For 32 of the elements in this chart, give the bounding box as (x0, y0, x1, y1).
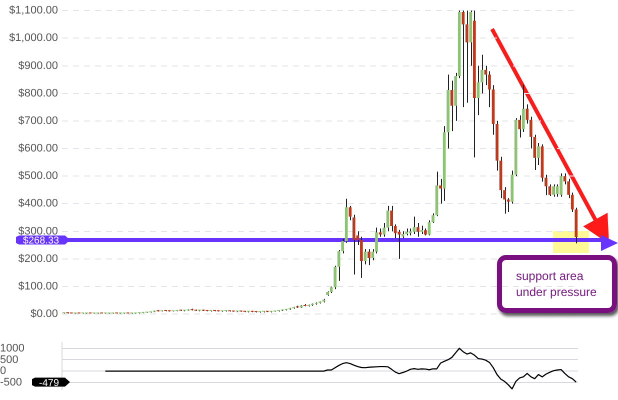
candlestick (465, 10, 468, 104)
y-tick-label: 500 (0, 354, 18, 366)
y-tick-label: $1,000.00 (9, 32, 58, 44)
y-tick-label: $500.00 (18, 170, 58, 182)
y-tick-label: $900.00 (18, 60, 58, 72)
candlestick (412, 216, 416, 235)
y-tick-label: $400.00 (18, 198, 58, 210)
y-tick-label: -500 (0, 376, 22, 389)
y-tick-label: $100.00 (18, 280, 58, 292)
candlestick (416, 222, 420, 238)
ref-line-label: $268.33 (22, 236, 60, 247)
annotation: support area under pressure (516, 268, 598, 300)
y-tick-label: 0 (0, 365, 6, 378)
y-tick-label: $0.00 (30, 308, 58, 320)
candlestick (439, 178, 442, 204)
y-tick-label: $700.00 (18, 114, 58, 127)
candlestick (537, 142, 540, 166)
candlestick (560, 172, 562, 198)
candlestick (364, 248, 367, 265)
candlestick (368, 248, 370, 266)
y-tick-label: $300.00 (18, 225, 58, 238)
y-tick-label: 1000 (0, 342, 24, 354)
candlestick (518, 114, 522, 138)
candlestick (450, 80, 454, 132)
candlestick (390, 205, 393, 232)
text: -479 (38, 378, 60, 389)
y-tick-label: $600.00 (18, 142, 58, 155)
candlestick (552, 184, 555, 198)
y-tick-label: $200.00 (18, 252, 58, 265)
y-tick-label: $800.00 (18, 87, 58, 100)
candlestick (462, 10, 465, 108)
y-tick-label: $1,100.00 (9, 4, 58, 17)
